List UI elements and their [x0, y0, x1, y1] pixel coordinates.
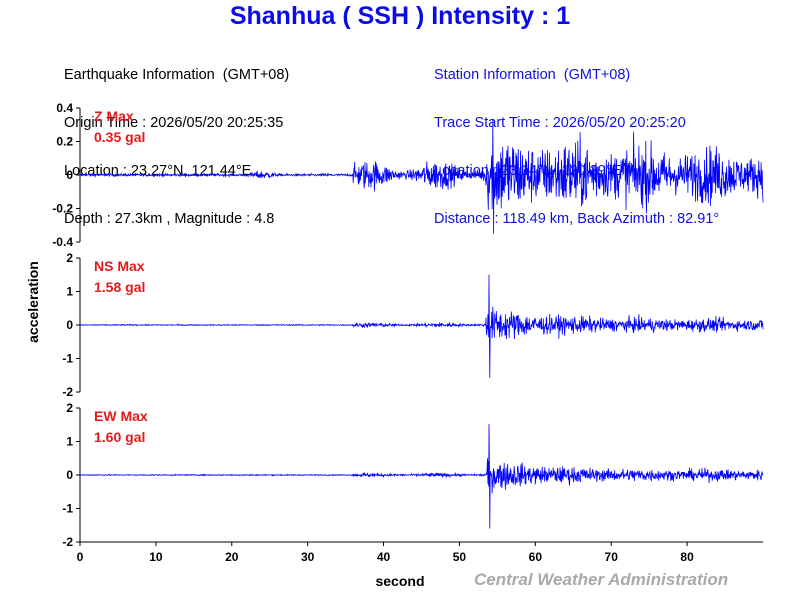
y-tick-label: 2 — [66, 251, 73, 265]
y-tick-label: 0.4 — [56, 101, 73, 115]
x-axis: 0 10 20 30 40 50 60 70 80 — [77, 541, 763, 564]
seismogram-panels: 0.4 0.2 0 -0.2 -0.4 Z Max 0.35 gal 2 1 0 -1 -2 NS Ma… — [52, 101, 764, 549]
y-tick-label: 1 — [66, 435, 73, 449]
max-value-ew: 1.60 gal — [94, 429, 145, 445]
trace-start-time: Trace Start Time : 2026/05/20 20:25:20 — [434, 115, 686, 131]
x-tick-label: 40 — [377, 550, 391, 564]
y-tick-label: -0.4 — [52, 235, 73, 249]
max-label-ns: NS Max — [94, 258, 145, 274]
waveform-ns — [79, 274, 764, 378]
y-tick-label: 1 — [66, 285, 73, 299]
x-tick-label: 60 — [529, 550, 543, 564]
y-tick-label: -2 — [62, 535, 73, 549]
origin-time: Origin Time : 2026/05/20 20:25:35 — [64, 115, 284, 131]
chart-title: Shanhua ( SSH ) Intensity : 1 — [229, 2, 571, 30]
panel-z: 0.4 0.2 0 -0.2 -0.4 Z Max 0.35 gal — [52, 101, 764, 249]
y-tick-label: 0 — [66, 318, 73, 332]
waveform-z — [79, 119, 764, 234]
x-tick-label: 70 — [605, 550, 619, 564]
y-tick-label: -1 — [62, 502, 73, 516]
y-axis-label: acceleration — [25, 261, 41, 343]
max-label-ew: EW Max — [94, 408, 148, 424]
depth-magnitude: Depth : 27.3km , Magnitude : 4.8 — [64, 211, 275, 227]
y-tick-label: 2 — [66, 401, 73, 415]
x-tick-label: 10 — [149, 550, 163, 564]
y-tick-label: -1 — [62, 352, 73, 366]
y-tick-label: -0.2 — [52, 202, 73, 216]
panel-ew: 2 1 0 -1 -2 EW Max 1.60 gal — [62, 401, 764, 549]
max-value-ns: 1.58 gal — [94, 279, 145, 295]
waveform-ew — [79, 424, 764, 529]
distance-azimuth: Distance : 118.49 km, Back Azimuth : 82.… — [434, 211, 720, 227]
credit-text: Central Weather Administration — [474, 570, 729, 589]
y-tick-label: 0 — [66, 168, 73, 182]
x-tick-label: 0 — [77, 550, 84, 564]
x-tick-label: 20 — [225, 550, 239, 564]
station-info-heading: Station Information (GMT+08) — [434, 67, 631, 83]
x-axis-label: second — [375, 573, 424, 589]
x-tick-label: 50 — [453, 550, 467, 564]
y-tick-label: 0.2 — [56, 135, 73, 149]
max-label-z: Z Max — [94, 108, 134, 124]
x-tick-label: 30 — [301, 550, 315, 564]
x-tick-label: 80 — [680, 550, 694, 564]
earthquake-info-heading: Earthquake Information (GMT+08) — [64, 67, 290, 83]
max-value-z: 0.35 gal — [94, 129, 145, 145]
y-tick-label: 0 — [66, 468, 73, 482]
panel-ns: 2 1 0 -1 -2 NS Max 1.58 gal — [62, 251, 764, 399]
earthquake-info-block: Earthquake Information (GMT+08) Origin T… — [64, 35, 289, 243]
y-tick-label: -2 — [62, 385, 73, 399]
